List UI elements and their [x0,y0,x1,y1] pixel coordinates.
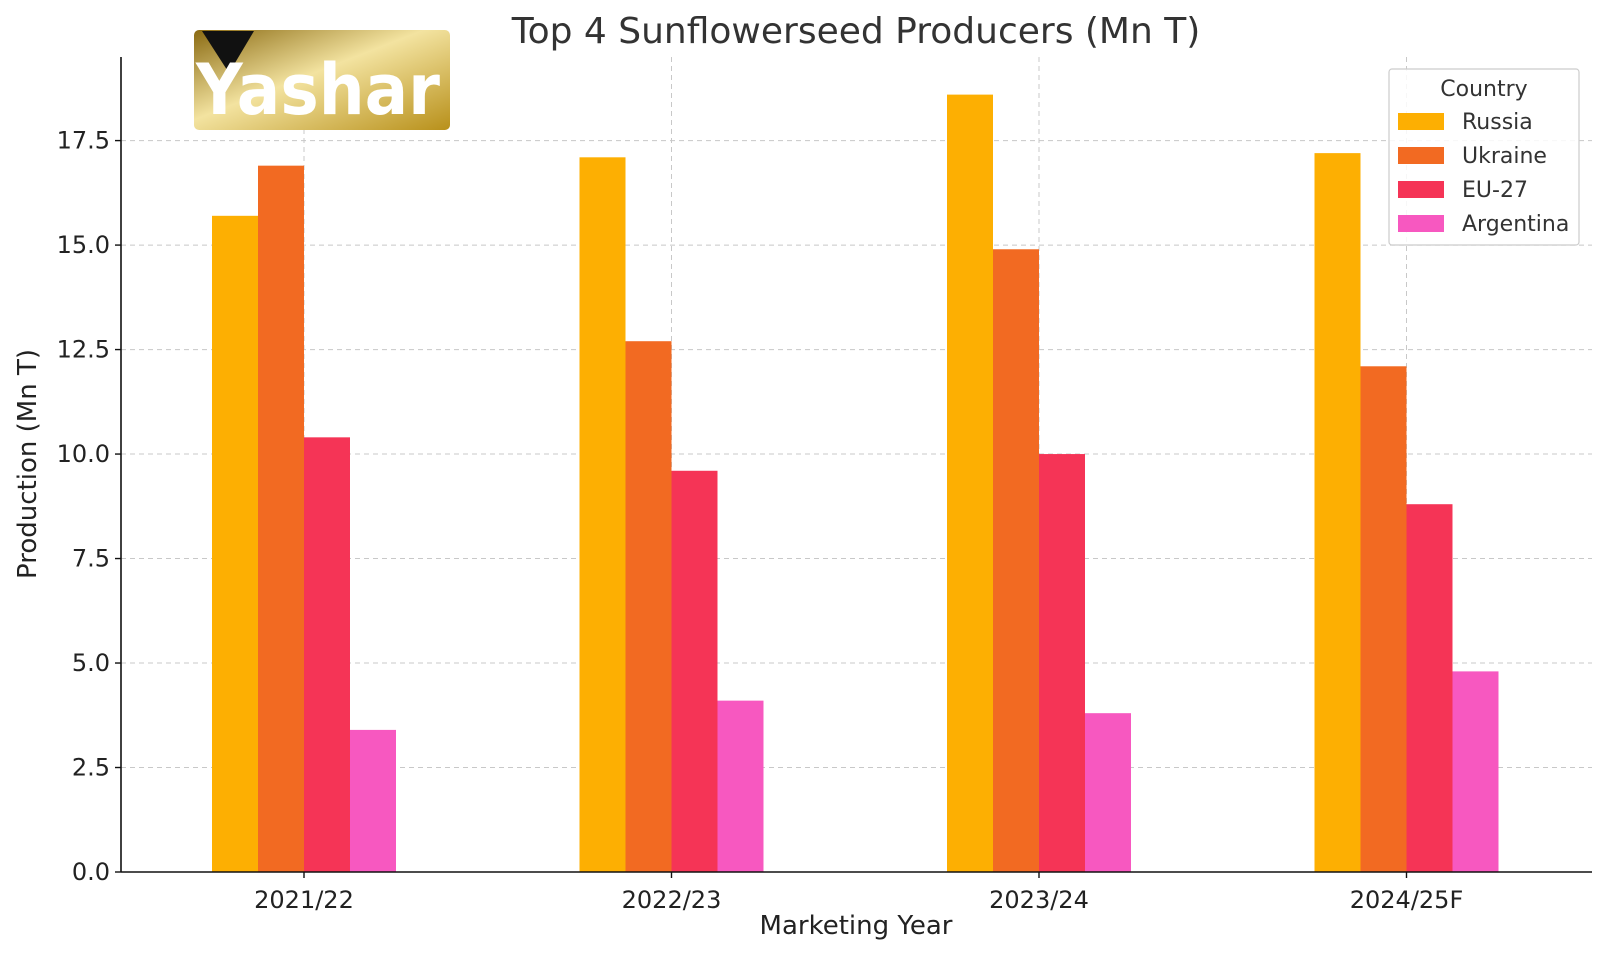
x-tick-label: 2022/23 [622,886,722,914]
y-tick-label: 7.5 [72,545,110,573]
y-tick-label: 17.5 [57,127,110,155]
logo-triangle-icon [202,31,254,73]
y-tick-label: 10.0 [57,440,110,468]
legend-label: Argentina [1462,212,1569,237]
bar-eu-27-2 [1039,454,1085,872]
legend-label: EU-27 [1462,178,1528,203]
x-tick-label: 2024/25F [1350,886,1464,914]
x-tick-label: 2021/22 [254,886,354,914]
x-tick-label: 2023/24 [989,886,1089,914]
yashar-logo: Yashar [194,30,450,131]
legend-swatch [1398,215,1444,232]
bar-russia-2 [947,94,993,873]
bar-eu-27-3 [1406,504,1453,872]
bar-argentina-2 [1085,713,1131,872]
x-tick-labels: 2021/22 2022/23 2023/24 2024/25F [254,872,1463,914]
bar-ukraine-3 [1360,366,1407,872]
bar-russia-1 [579,157,626,873]
bar-ukraine-1 [625,341,672,872]
bar-ukraine-2 [993,249,1039,872]
legend-swatch [1398,113,1444,130]
y-tick-label: 2.5 [72,754,110,782]
bar-eu-27-0 [304,437,350,872]
legend-title: Country [1440,77,1527,102]
legend-swatch [1398,181,1444,198]
legend-label: Russia [1462,110,1533,135]
bar-ukraine-0 [258,165,304,872]
legend-swatch [1398,147,1444,164]
y-tick-label: 5.0 [72,649,110,677]
bar-russia-0 [212,215,258,873]
chart-title: Top 4 Sunflowerseed Producers (Mn T) [511,11,1201,52]
y-tick-label: 12.5 [57,336,110,364]
bar-russia-3 [1314,153,1361,873]
y-tick-label: 15.0 [57,231,110,259]
axes [120,57,1592,873]
legend: Country Russia Ukraine EU-27 Argentina [1388,68,1580,246]
y-axis-label: Production (Mn T) [13,349,43,579]
legend-label: Ukraine [1462,144,1547,169]
bar-eu-27-1 [671,470,718,872]
y-tick-labels: 0.0 2.5 5.0 7.5 10.0 12.5 15.0 17.5 [57,127,121,886]
logo-background [194,30,450,130]
bar-argentina-3 [1452,671,1499,872]
logo-text: Yashar [195,49,440,131]
y-tick-label: 0.0 [72,858,110,886]
x-axis-label: Marketing Year [760,911,953,941]
bar-argentina-0 [350,729,396,872]
legend-items: Russia Ukraine EU-27 Argentina [1398,110,1569,237]
bar-argentina-1 [717,700,764,872]
bars [212,94,1499,873]
